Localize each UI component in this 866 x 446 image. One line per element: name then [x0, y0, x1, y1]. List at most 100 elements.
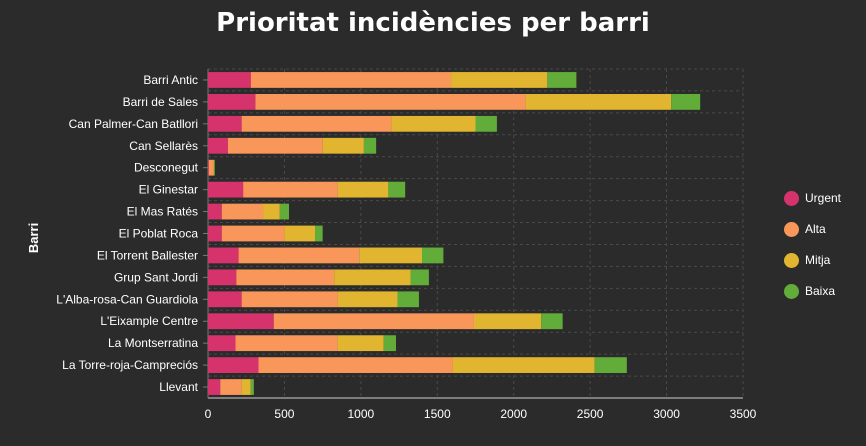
- bar-mitja[interactable]: [337, 181, 389, 198]
- bar-urgent[interactable]: [208, 225, 222, 242]
- bars: [208, 72, 701, 395]
- bar-baixa[interactable]: [397, 291, 419, 308]
- x-tick-label: 2000: [500, 407, 527, 421]
- legend-label: Alta: [805, 222, 826, 236]
- bar-urgent[interactable]: [208, 203, 222, 220]
- bar-urgent[interactable]: [208, 137, 228, 154]
- x-tick-label: 1000: [348, 407, 375, 421]
- bar-urgent[interactable]: [208, 357, 259, 373]
- legend-label: Mitja: [805, 253, 831, 267]
- category-label: L'Alba-rosa-Can Guardiola: [56, 292, 198, 306]
- bar-mitja[interactable]: [334, 269, 411, 286]
- bar-baixa[interactable]: [475, 115, 497, 132]
- bar-baixa[interactable]: [594, 357, 627, 373]
- category-label: El Poblat Roca: [119, 227, 199, 241]
- bar-baixa[interactable]: [671, 94, 701, 110]
- bar-urgent[interactable]: [208, 335, 236, 352]
- bar-urgent[interactable]: [208, 181, 244, 198]
- legend-item-urgent[interactable]: Urgent: [784, 189, 841, 207]
- bar-alta[interactable]: [255, 94, 526, 110]
- bar-alta[interactable]: [258, 357, 453, 373]
- bar-alta[interactable]: [221, 225, 285, 242]
- bar-mitja[interactable]: [337, 335, 384, 352]
- bar-baixa[interactable]: [410, 269, 429, 286]
- bar-alta[interactable]: [250, 72, 452, 88]
- bar-alta[interactable]: [238, 247, 360, 264]
- legend: Urgent Alta Mitja Baixa: [784, 189, 841, 313]
- bar-alta[interactable]: [235, 335, 338, 352]
- category-label: El Ginestar: [139, 183, 198, 197]
- bar-mitja[interactable]: [263, 203, 280, 220]
- x-tick-label: 0: [205, 407, 212, 421]
- bar-urgent[interactable]: [208, 115, 242, 132]
- bar-alta[interactable]: [243, 181, 338, 198]
- bar-urgent[interactable]: [208, 72, 251, 88]
- bar-baixa[interactable]: [547, 72, 577, 88]
- bar-mitja[interactable]: [213, 159, 215, 176]
- category-label: Barri Antic: [143, 73, 198, 87]
- category-label: L'Eixample Centre: [100, 314, 198, 328]
- x-tick-label: 3000: [653, 407, 680, 421]
- bar-urgent[interactable]: [208, 159, 209, 176]
- x-tick-label: 500: [274, 407, 294, 421]
- bar-alta[interactable]: [273, 313, 474, 330]
- bar-alta[interactable]: [241, 115, 392, 132]
- bar-mitja[interactable]: [473, 313, 542, 330]
- bar-mitja[interactable]: [391, 115, 476, 132]
- category-labels: Barri Antic Barri de Sales Can Palmer-Can …: [56, 73, 198, 394]
- category-label: El Torrent Ballester: [97, 248, 198, 262]
- bar-alta[interactable]: [227, 137, 323, 154]
- bar-baixa[interactable]: [315, 225, 323, 242]
- bar-urgent[interactable]: [208, 291, 242, 308]
- bar-baixa[interactable]: [363, 137, 377, 154]
- legend-swatch-baixa: [784, 283, 799, 299]
- x-tick-label: 2500: [577, 407, 604, 421]
- legend-label: Urgent: [805, 191, 842, 205]
- bar-alta[interactable]: [236, 269, 335, 286]
- chart-title: Prioritat incidències per barri: [216, 8, 650, 38]
- bar-urgent[interactable]: [208, 269, 237, 286]
- bar-mitja[interactable]: [337, 291, 398, 308]
- bar-mitja[interactable]: [359, 247, 422, 264]
- category-label: Can Sellarès: [129, 139, 198, 153]
- bar-alta[interactable]: [221, 203, 264, 220]
- category-label: Desconegut: [134, 161, 199, 175]
- bar-urgent[interactable]: [208, 313, 274, 330]
- bar-urgent[interactable]: [208, 379, 221, 395]
- category-label: Llevant: [159, 380, 198, 394]
- bar-baixa[interactable]: [214, 159, 215, 176]
- bar-alta[interactable]: [241, 291, 338, 308]
- bar-baixa[interactable]: [541, 313, 563, 330]
- bar-baixa[interactable]: [250, 379, 254, 395]
- y-axis-title: Barri: [26, 223, 41, 253]
- bar-urgent[interactable]: [208, 94, 256, 110]
- bar-urgent[interactable]: [208, 247, 239, 264]
- legend-item-baixa[interactable]: Baixa: [784, 282, 841, 300]
- legend-item-alta[interactable]: Alta: [784, 220, 841, 238]
- bar-baixa[interactable]: [388, 181, 406, 198]
- bar-baixa[interactable]: [383, 335, 397, 352]
- x-tick-label: 1500: [424, 407, 451, 421]
- x-tick-label: 3500: [730, 407, 757, 421]
- bar-alta[interactable]: [220, 379, 242, 395]
- legend-label: Baixa: [805, 284, 836, 298]
- bar-alta[interactable]: [208, 159, 214, 176]
- bar-baixa[interactable]: [422, 247, 444, 264]
- bar-mitja[interactable]: [525, 94, 672, 110]
- bar-mitja[interactable]: [241, 379, 251, 395]
- x-axis-ticks: 0 500 1000 1500 2000 2500 3000 3500: [205, 407, 757, 421]
- category-label: Grup Sant Jordi: [114, 270, 198, 284]
- bar-mitja[interactable]: [452, 357, 595, 373]
- category-label: La Torre-roja-Campreciós: [62, 358, 198, 372]
- category-label: La Montserratina: [108, 336, 198, 350]
- bar-mitja[interactable]: [451, 72, 548, 88]
- category-label: Barri de Sales: [123, 95, 198, 109]
- category-label: Can Palmer-Can Batllori: [69, 117, 198, 131]
- bar-baixa[interactable]: [279, 203, 290, 220]
- legend-swatch-alta: [784, 221, 799, 237]
- bar-mitja[interactable]: [322, 137, 364, 154]
- category-label: El Mas Ratés: [127, 205, 198, 219]
- bar-mitja[interactable]: [284, 225, 315, 242]
- legend-swatch-urgent: [784, 190, 799, 206]
- legend-item-mitja[interactable]: Mitja: [784, 251, 841, 269]
